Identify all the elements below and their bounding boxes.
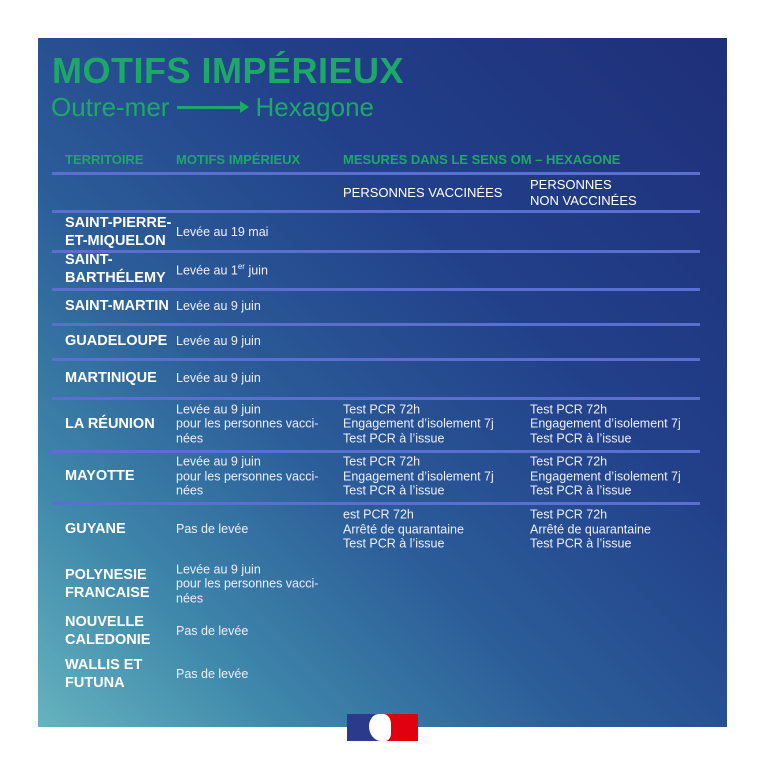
table-row: SAINT- BARTHÉLEMY Levée au 1er juin (38, 250, 727, 288)
territory-name: POLYNESIE FRANCAISE (65, 566, 150, 601)
vaccinees-cell: est PCR 72h Arrêté de quarantaine Test P… (343, 507, 464, 551)
motif-cell: Levée au 9 juin (176, 370, 261, 385)
territory-name: NOUVELLE CALEDONIE (65, 614, 151, 648)
subtitle: Outre-mer Hexagone (51, 92, 374, 123)
motif-text: juin (244, 263, 268, 278)
motif-cell: Pas de levée (176, 521, 249, 536)
marianne-logo (347, 714, 418, 741)
motif-cell: Levée au 9 juin (176, 333, 261, 348)
header-vaccinees: PERSONNES VACCINÉES (343, 185, 503, 200)
title: MOTIFS IMPÉRIEUX (52, 50, 405, 91)
table-row: SAINT-PIERRE- ET-MIQUELON Levée au 19 mai (38, 213, 727, 250)
divider (52, 450, 700, 453)
motif-cell: Levée au 9 juin pour les personnes vacci… (176, 561, 319, 605)
table-row: WALLIS ET FUTUNA Pas de levée (38, 651, 727, 697)
territory-name: SAINT-MARTIN (65, 297, 169, 314)
motif-text: Levée au 1 (176, 263, 238, 278)
divider (52, 358, 700, 361)
territory-name: SAINT- BARTHÉLEMY (65, 252, 166, 286)
table-row: GUYANE Pas de levée est PCR 72h Arrêté de … (38, 502, 727, 556)
territory-name: WALLIS ET FUTUNA (65, 657, 143, 691)
divider (52, 172, 700, 175)
subtitle-from: Outre-mer (51, 92, 170, 122)
territory-name: SAINT-PIERRE- ET-MIQUELON (65, 214, 172, 249)
divider (52, 250, 700, 253)
header-territoire: TERRITOIRE (65, 152, 144, 167)
territory-name: MARTINIQUE (65, 369, 157, 386)
subtitle-to: Hexagone (255, 92, 375, 122)
territory-name: GUYANE (65, 521, 126, 537)
header-non-vaccinees: PERSONNES NON VACCINÉES (530, 177, 637, 208)
divider (52, 502, 700, 505)
non-vaccinees-cell: Test PCR 72h Arrêté de quarantaine Test … (530, 507, 651, 551)
territory-name: MAYOTTE (65, 468, 135, 484)
infographic-panel: MOTIFS IMPÉRIEUX Outre-mer Hexagone TERR… (38, 38, 727, 727)
divider (52, 288, 700, 291)
territory-name: LA RÉUNION (65, 415, 155, 432)
table-row: MARTINIQUE Levée au 9 juin (38, 358, 727, 397)
divider (52, 210, 700, 213)
table-row: LA RÉUNION Levée au 9 juin pour les perso… (38, 397, 727, 450)
table-row: NOUVELLE CALEDONIE Pas de levée (38, 611, 727, 651)
header-motifs: MOTIFS IMPÉRIEUX (176, 152, 301, 167)
territory-name: GUADELOUPE (65, 332, 168, 349)
table-row: SAINT-MARTIN Levée au 9 juin (38, 288, 727, 323)
motif-cell: Levée au 19 mai (176, 224, 269, 239)
arrow-right-icon (177, 101, 250, 113)
header-mesures: MESURES DANS LE SENS OM – HEXAGONE (343, 152, 621, 167)
motif-cell: Pas de levée (176, 623, 249, 638)
motif-cell: Pas de levée (176, 666, 249, 681)
non-vaccinees-cell: Test PCR 72h Engagement d’isolement 7j T… (530, 401, 681, 445)
motif-cell: Levée au 9 juin pour les personnes vacci… (176, 401, 319, 445)
motif-cell: Levée au 9 juin (176, 298, 261, 313)
vaccinees-cell: Test PCR 72h Engagement d’isolement 7j T… (343, 454, 494, 498)
table-row: MAYOTTE Levée au 9 juin pour les personne… (38, 450, 727, 502)
non-vaccinees-cell: Test PCR 72h Engagement d’isolement 7j T… (530, 454, 681, 498)
divider (52, 397, 700, 400)
table-row: POLYNESIE FRANCAISE Levée au 9 juin pour … (38, 556, 727, 611)
motif-cell: Levée au 9 juin pour les personnes vacci… (176, 454, 319, 498)
vaccinees-cell: Test PCR 72h Engagement d’isolement 7j T… (343, 401, 494, 445)
motif-superscript: er (237, 262, 245, 272)
motif-cell: Levée au 1er juin (176, 260, 336, 278)
table-row: GUADELOUPE Levée au 9 juin (38, 323, 727, 358)
divider (52, 323, 700, 326)
